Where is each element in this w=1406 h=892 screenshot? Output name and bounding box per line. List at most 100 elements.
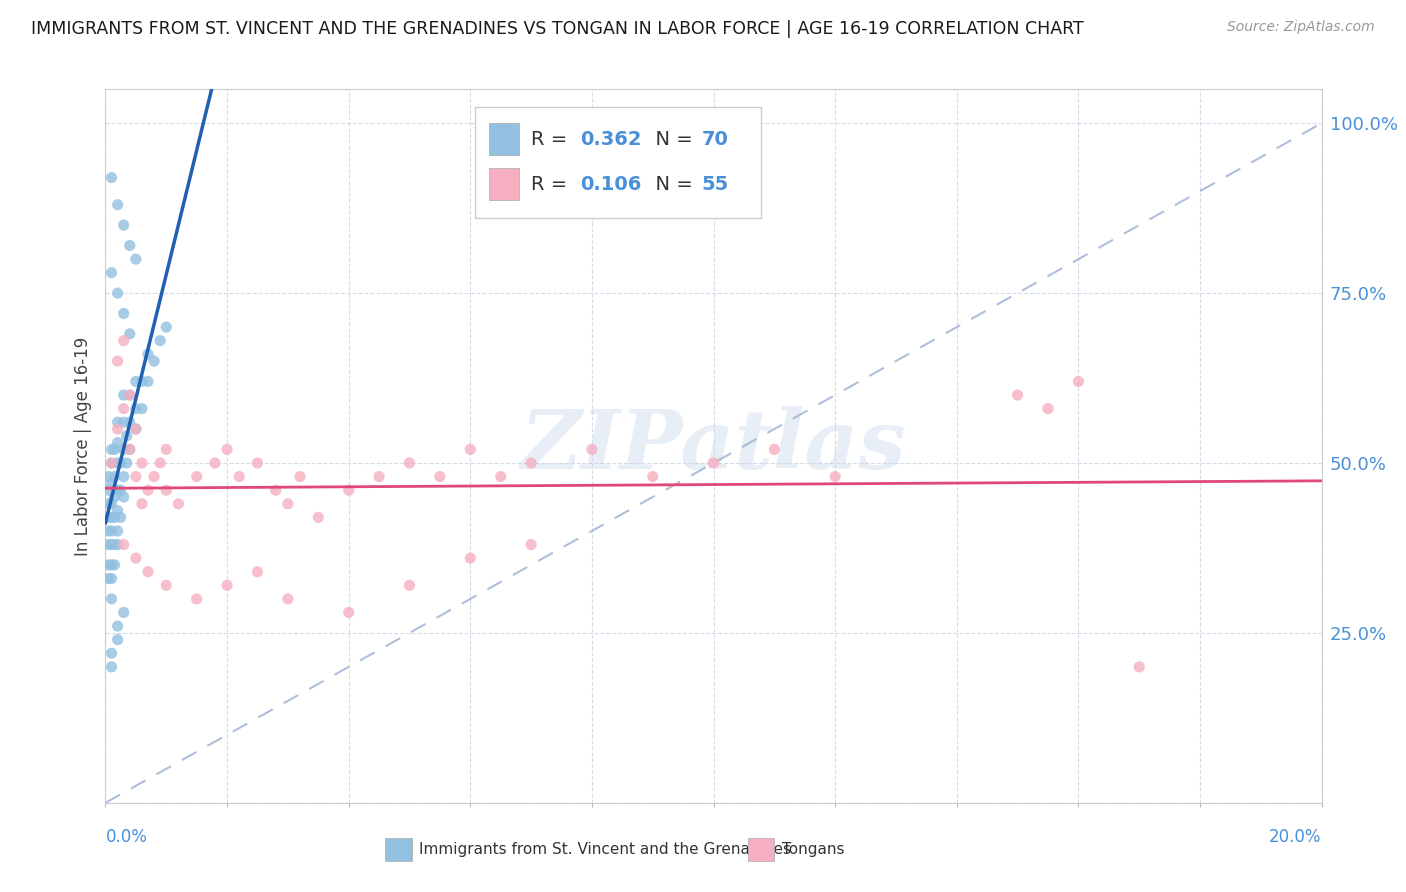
Point	[149, 334, 172, 348]
Point	[107, 537, 129, 551]
Point	[307, 510, 329, 524]
Point	[100, 591, 122, 606]
Point	[112, 401, 135, 416]
Point	[112, 218, 135, 232]
Text: N =: N =	[643, 175, 699, 194]
Point	[107, 632, 129, 647]
FancyBboxPatch shape	[385, 838, 412, 862]
Point	[1128, 660, 1150, 674]
Point	[118, 415, 141, 429]
Point	[125, 422, 148, 436]
Point	[155, 320, 177, 334]
Point	[149, 456, 172, 470]
Point	[107, 483, 129, 498]
Text: 55: 55	[702, 175, 728, 194]
Point	[103, 442, 125, 457]
Point	[100, 476, 122, 491]
Point	[118, 388, 141, 402]
Point	[155, 483, 177, 498]
Point	[100, 456, 122, 470]
Point	[115, 429, 138, 443]
Point	[112, 306, 135, 320]
Point	[429, 469, 451, 483]
Point	[107, 415, 129, 429]
Point	[112, 388, 135, 402]
Point	[155, 578, 177, 592]
Point	[489, 469, 512, 483]
Point	[125, 551, 148, 566]
Point	[125, 252, 148, 266]
Point	[136, 375, 159, 389]
Point	[100, 442, 122, 457]
Point	[100, 266, 122, 280]
Point	[107, 435, 129, 450]
Point	[217, 578, 239, 592]
Point	[97, 497, 120, 511]
Point	[1007, 388, 1029, 402]
Point	[100, 497, 122, 511]
FancyBboxPatch shape	[475, 107, 761, 218]
Point	[103, 558, 125, 572]
Point	[112, 490, 135, 504]
Point	[107, 524, 129, 538]
Point	[520, 456, 543, 470]
Point	[186, 591, 208, 606]
Point	[131, 497, 153, 511]
Point	[131, 456, 153, 470]
Text: ZIPatlas: ZIPatlas	[520, 406, 907, 486]
Point	[288, 469, 311, 483]
Point	[112, 606, 135, 620]
Point	[112, 334, 135, 348]
Point	[228, 469, 250, 483]
Point	[112, 442, 135, 457]
Point	[368, 469, 391, 483]
Point	[110, 483, 132, 498]
Point	[167, 497, 190, 511]
Point	[143, 469, 166, 483]
Point	[107, 286, 129, 301]
Point	[264, 483, 287, 498]
Point	[458, 551, 481, 566]
FancyBboxPatch shape	[488, 123, 519, 155]
Point	[100, 572, 122, 586]
Point	[398, 578, 420, 592]
Point	[97, 483, 120, 498]
Point	[458, 442, 481, 457]
Point	[100, 510, 122, 524]
Point	[100, 537, 122, 551]
Point	[337, 606, 360, 620]
Text: R =: R =	[531, 129, 574, 149]
Point	[1036, 401, 1059, 416]
Point	[107, 422, 129, 436]
Point	[100, 558, 122, 572]
Point	[143, 354, 166, 368]
Point	[641, 469, 664, 483]
Point	[107, 456, 129, 470]
Point	[136, 483, 159, 498]
Point	[125, 469, 148, 483]
Point	[824, 469, 846, 483]
Point	[107, 354, 129, 368]
Text: 20.0%: 20.0%	[1270, 828, 1322, 846]
Point	[103, 490, 125, 504]
Point	[520, 537, 543, 551]
Point	[97, 572, 120, 586]
Point	[100, 170, 122, 185]
Text: R =: R =	[531, 175, 574, 194]
Point	[107, 198, 129, 212]
Point	[763, 442, 786, 457]
Point	[125, 422, 148, 436]
Point	[118, 388, 141, 402]
Point	[118, 442, 141, 457]
Text: Immigrants from St. Vincent and the Grenadines: Immigrants from St. Vincent and the Gren…	[419, 842, 792, 857]
Point	[97, 524, 120, 538]
Point	[107, 619, 129, 633]
Point	[97, 558, 120, 572]
Point	[581, 442, 603, 457]
FancyBboxPatch shape	[748, 838, 775, 862]
Point	[103, 510, 125, 524]
Point	[112, 415, 135, 429]
Text: IMMIGRANTS FROM ST. VINCENT AND THE GRENADINES VS TONGAN IN LABOR FORCE | AGE 16: IMMIGRANTS FROM ST. VINCENT AND THE GREN…	[31, 20, 1084, 37]
Point	[204, 456, 226, 470]
Point	[155, 442, 177, 457]
